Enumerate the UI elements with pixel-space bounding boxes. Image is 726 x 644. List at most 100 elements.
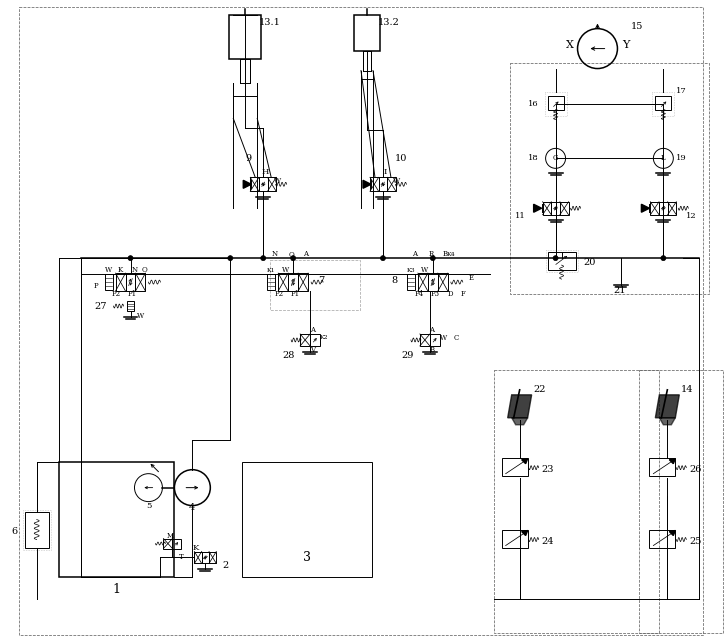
Text: P1: P1 (290, 290, 300, 298)
Text: K3: K3 (407, 268, 415, 272)
Bar (126, 273, 136, 291)
Text: 6: 6 (12, 527, 18, 536)
Text: 14: 14 (681, 385, 693, 394)
Bar (267, 274, 275, 290)
Text: 1: 1 (113, 583, 121, 596)
Bar (547, 97, 563, 111)
Text: D: D (448, 290, 454, 298)
Text: X: X (566, 39, 574, 50)
Text: K1: K1 (267, 268, 275, 272)
Bar (268, 177, 276, 191)
Text: 27: 27 (94, 301, 107, 310)
Bar (278, 273, 288, 291)
Text: 9: 9 (245, 154, 251, 163)
Bar (25, 511, 49, 547)
Bar (510, 62, 709, 294)
Text: W: W (421, 266, 428, 274)
Text: P3: P3 (431, 290, 439, 298)
Bar (542, 202, 551, 214)
Text: 13.2: 13.2 (378, 18, 400, 27)
Text: 17: 17 (676, 86, 687, 95)
Text: W: W (105, 266, 113, 274)
Text: T: T (179, 553, 184, 562)
Bar (240, 59, 250, 82)
Text: 21: 21 (613, 285, 626, 294)
Bar (379, 177, 387, 191)
Bar (23, 509, 51, 549)
Text: Q: Q (288, 250, 294, 258)
Text: Y: Y (621, 39, 629, 50)
Bar (195, 551, 202, 564)
Circle shape (228, 256, 233, 261)
Text: W: W (137, 312, 144, 320)
Text: A: A (412, 250, 417, 258)
Bar (242, 462, 372, 578)
Text: W: W (274, 177, 281, 185)
Text: 7: 7 (318, 276, 325, 285)
Bar (649, 529, 675, 547)
Text: V: V (309, 346, 314, 354)
Polygon shape (522, 531, 528, 536)
Polygon shape (659, 418, 675, 425)
Polygon shape (512, 418, 528, 425)
Bar (546, 250, 578, 272)
Text: R: R (428, 250, 433, 258)
Bar (430, 334, 440, 346)
Text: P: P (93, 282, 98, 290)
Text: 18: 18 (529, 155, 539, 162)
Bar (407, 274, 415, 290)
Bar (547, 252, 576, 270)
Text: 29: 29 (401, 352, 414, 361)
Bar (298, 273, 308, 291)
Text: A: A (303, 250, 308, 258)
Bar (560, 202, 568, 214)
Text: P1: P1 (128, 290, 137, 298)
Bar (544, 93, 566, 117)
Circle shape (128, 256, 133, 261)
Text: 19: 19 (676, 155, 687, 162)
Text: A: A (309, 326, 314, 334)
Text: 26: 26 (689, 465, 701, 474)
Text: 5: 5 (146, 502, 151, 509)
Text: 20: 20 (583, 258, 596, 267)
Bar (288, 273, 298, 291)
Circle shape (261, 256, 266, 261)
Text: L: L (661, 155, 666, 162)
Text: 22: 22 (534, 385, 546, 394)
Bar (650, 202, 659, 214)
Text: H: H (261, 168, 269, 176)
Bar (363, 51, 371, 71)
Bar (202, 551, 209, 564)
Bar (370, 177, 379, 191)
Text: P4: P4 (415, 290, 423, 298)
Bar (649, 458, 675, 476)
Bar (59, 462, 174, 578)
Bar (494, 370, 659, 633)
Bar (659, 202, 668, 214)
Text: 4: 4 (189, 503, 195, 512)
Polygon shape (363, 180, 371, 188)
Bar (105, 274, 113, 290)
Text: 2: 2 (222, 561, 229, 570)
Bar (300, 334, 310, 346)
Polygon shape (656, 395, 680, 418)
Text: O: O (142, 266, 147, 274)
Text: K2: K2 (319, 336, 328, 341)
Text: K: K (192, 544, 198, 551)
Bar (259, 177, 268, 191)
Text: 11: 11 (515, 213, 526, 220)
Bar (387, 177, 396, 191)
Text: W: W (440, 334, 447, 342)
Text: F: F (460, 290, 465, 298)
Polygon shape (669, 459, 675, 464)
Bar (656, 97, 672, 111)
Circle shape (290, 256, 295, 261)
Polygon shape (641, 204, 649, 213)
Circle shape (661, 256, 666, 261)
Bar (418, 273, 428, 291)
Bar (136, 273, 145, 291)
Text: G: G (552, 155, 558, 162)
Text: 16: 16 (529, 100, 539, 108)
Bar (420, 334, 430, 346)
Text: 8: 8 (392, 276, 398, 285)
